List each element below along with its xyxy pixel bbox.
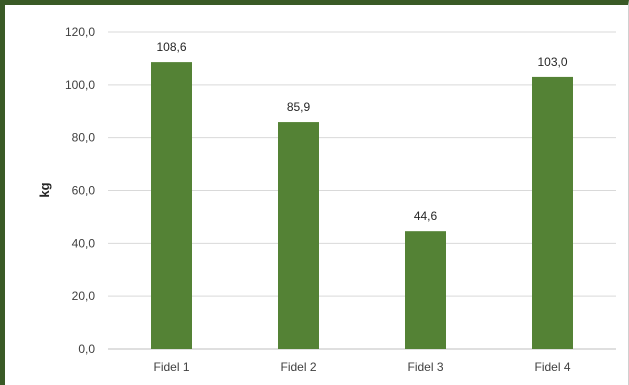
data-label: 85,9 <box>287 100 311 114</box>
x-tick-label: Fidel 1 <box>153 360 189 374</box>
y-tick-label: 20,0 <box>72 289 96 303</box>
data-label: 108,6 <box>156 40 186 54</box>
bar <box>151 62 192 350</box>
y-tick-label: 100,0 <box>65 78 95 92</box>
y-tick-label: 120,0 <box>65 25 95 39</box>
y-tick-label: 80,0 <box>72 131 96 145</box>
y-axis-title: kg <box>37 182 52 197</box>
y-tick-label: 60,0 <box>72 184 96 198</box>
labels: 0,0 20,0 40,0 60,0 80,0 100,0 120,0 108,6 Fidel … <box>65 25 571 374</box>
x-tick-label: Fidel 2 <box>280 360 316 374</box>
data-label: 103,0 <box>537 55 567 69</box>
bar <box>532 76 573 350</box>
bars <box>151 62 573 350</box>
data-label: 44,6 <box>414 209 438 223</box>
x-tick-label: Fidel 3 <box>407 360 443 374</box>
y-tick-label: 40,0 <box>72 236 96 250</box>
gridlines <box>108 31 616 350</box>
bar <box>405 231 446 349</box>
x-tick-label: Fidel 4 <box>534 360 570 374</box>
bar <box>278 122 319 349</box>
y-tick-label: 0,0 <box>78 342 95 356</box>
